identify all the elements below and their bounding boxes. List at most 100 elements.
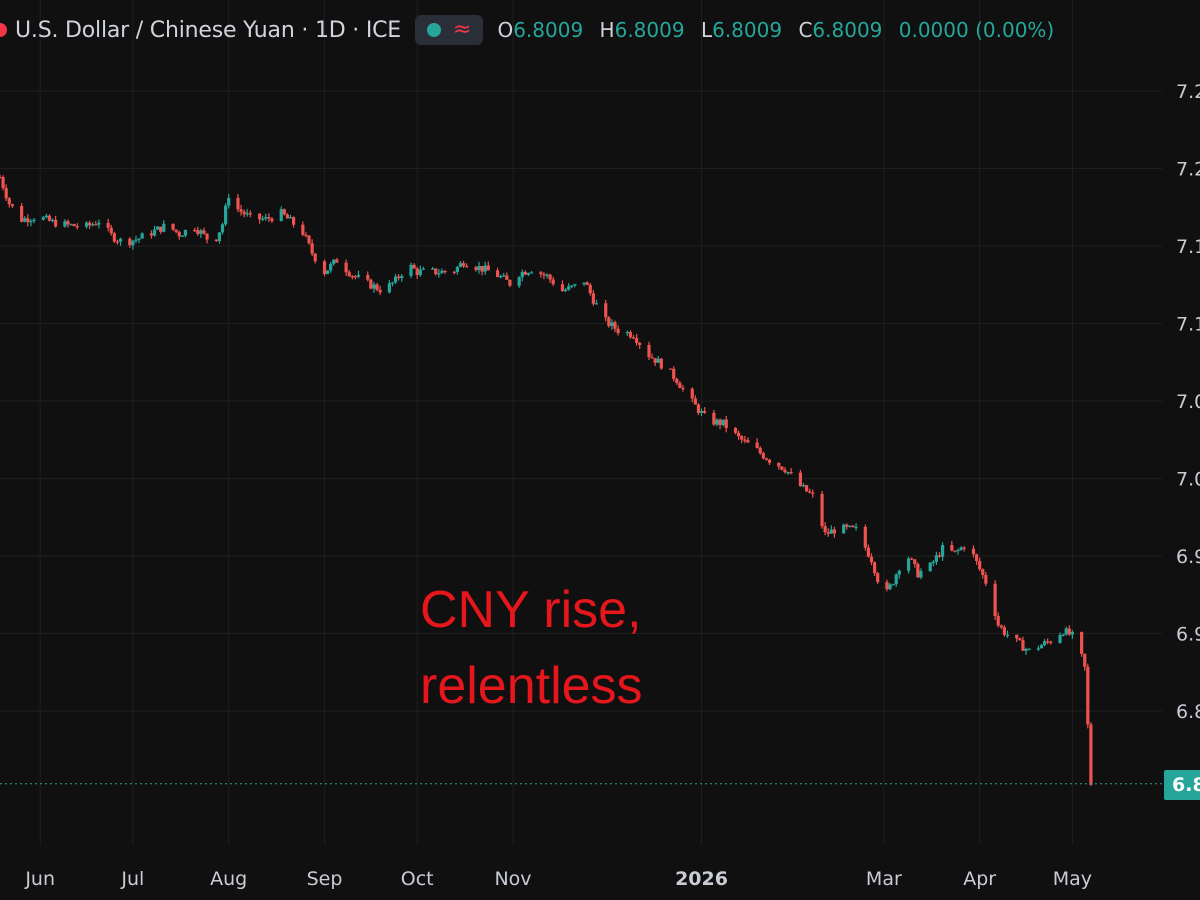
status-indicators[interactable]: ≈ xyxy=(415,15,484,45)
candle[interactable] xyxy=(978,557,982,572)
candle[interactable] xyxy=(214,239,218,242)
candle[interactable] xyxy=(279,206,283,222)
candle[interactable] xyxy=(999,624,1003,630)
candle[interactable] xyxy=(690,387,694,403)
candle[interactable] xyxy=(88,220,92,229)
candle[interactable] xyxy=(1070,629,1074,639)
candle[interactable] xyxy=(863,524,867,551)
candle[interactable] xyxy=(196,226,200,236)
candle[interactable] xyxy=(397,274,401,281)
candle[interactable] xyxy=(715,418,719,427)
candle[interactable] xyxy=(159,226,163,235)
candle[interactable] xyxy=(653,358,657,367)
candle[interactable] xyxy=(47,214,52,222)
candle[interactable] xyxy=(1064,626,1068,636)
candle[interactable] xyxy=(823,522,827,536)
candle[interactable] xyxy=(199,228,203,238)
candle[interactable] xyxy=(934,551,938,565)
candle[interactable] xyxy=(764,457,769,461)
candle[interactable] xyxy=(437,268,441,278)
candle[interactable] xyxy=(656,355,660,363)
candle[interactable] xyxy=(798,469,803,487)
candle[interactable] xyxy=(699,408,704,417)
candle[interactable] xyxy=(1018,637,1022,641)
candle[interactable] xyxy=(310,239,314,257)
candle[interactable] xyxy=(1067,625,1071,636)
candle[interactable] xyxy=(75,223,79,230)
candle[interactable] xyxy=(616,325,620,336)
candle[interactable] xyxy=(508,279,512,288)
candle[interactable] xyxy=(44,213,48,219)
candle[interactable] xyxy=(631,334,636,340)
candle[interactable] xyxy=(910,557,914,561)
candle[interactable] xyxy=(718,418,722,430)
candle[interactable] xyxy=(696,403,701,416)
candle[interactable] xyxy=(1083,653,1087,671)
candle[interactable] xyxy=(842,523,846,534)
candle[interactable] xyxy=(220,222,225,235)
candle[interactable] xyxy=(820,490,824,529)
candle[interactable] xyxy=(974,553,979,565)
candle[interactable] xyxy=(412,263,416,269)
candle[interactable] xyxy=(650,353,654,359)
candle[interactable] xyxy=(681,384,685,392)
candle[interactable] xyxy=(495,267,500,278)
candle[interactable] xyxy=(156,225,160,230)
candle[interactable] xyxy=(625,330,629,336)
candle[interactable] xyxy=(322,259,327,277)
candlestick-series[interactable] xyxy=(0,174,1093,786)
candle[interactable] xyxy=(285,213,290,219)
candle[interactable] xyxy=(242,209,246,218)
candle[interactable] xyxy=(332,259,336,266)
candle[interactable] xyxy=(347,269,351,278)
candle[interactable] xyxy=(149,230,154,239)
candle[interactable] xyxy=(369,278,373,290)
candle[interactable] xyxy=(112,231,116,243)
candle[interactable] xyxy=(32,217,36,224)
candle[interactable] xyxy=(811,489,815,498)
candle[interactable] xyxy=(777,462,781,470)
candle[interactable] xyxy=(257,213,262,224)
candle[interactable] xyxy=(26,214,30,227)
candle[interactable] xyxy=(183,229,188,238)
candle[interactable] xyxy=(529,270,534,274)
candle[interactable] xyxy=(913,559,917,568)
candle[interactable] xyxy=(372,281,376,293)
candle[interactable] xyxy=(474,265,478,272)
candle[interactable] xyxy=(678,380,682,389)
candle[interactable] xyxy=(613,320,617,333)
candle[interactable] xyxy=(721,419,725,427)
candle[interactable] xyxy=(962,546,966,552)
candle[interactable] xyxy=(91,222,95,227)
market-status-circle-icon[interactable] xyxy=(427,23,442,37)
candle[interactable] xyxy=(455,265,459,275)
candle[interactable] xyxy=(131,240,135,250)
candle[interactable] xyxy=(193,227,197,232)
candle[interactable] xyxy=(953,550,957,553)
candle[interactable] xyxy=(780,466,784,471)
candle[interactable] xyxy=(350,274,354,280)
candle[interactable] xyxy=(746,437,750,443)
candle[interactable] xyxy=(1089,722,1093,786)
candle[interactable] xyxy=(594,299,599,305)
candle[interactable] xyxy=(551,276,555,287)
candle[interactable] xyxy=(50,218,55,223)
candle[interactable] xyxy=(604,299,608,322)
candle[interactable] xyxy=(876,571,880,584)
candle[interactable] xyxy=(140,232,144,239)
candle[interactable] xyxy=(443,270,447,274)
candle[interactable] xyxy=(301,221,305,237)
symbol-title[interactable]: U.S. Dollar / Chinese Yuan · 1D · ICE xyxy=(15,17,402,43)
candle[interactable] xyxy=(647,341,651,361)
candle[interactable] xyxy=(313,252,317,264)
candle[interactable] xyxy=(950,541,954,552)
candle[interactable] xyxy=(115,239,120,245)
candle[interactable] xyxy=(560,280,565,292)
candle[interactable] xyxy=(1036,645,1040,652)
candle[interactable] xyxy=(217,232,222,244)
candle[interactable] xyxy=(118,237,123,246)
candle[interactable] xyxy=(712,409,716,426)
candle[interactable] xyxy=(526,272,531,277)
candle[interactable] xyxy=(267,213,271,222)
candle[interactable] xyxy=(897,569,901,579)
